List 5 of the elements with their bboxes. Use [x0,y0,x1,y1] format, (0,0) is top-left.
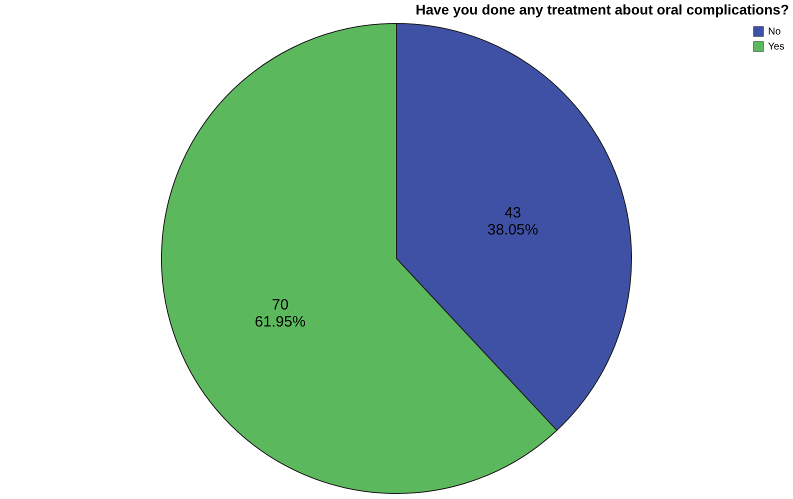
chart-title: Have you done any treatment about oral complications? [416,2,789,18]
legend-label: No [768,26,782,38]
legend-label: Yes [768,42,784,52]
data-label: 43 38.05% [487,204,538,239]
data-label: 70 61.95% [254,296,306,330]
